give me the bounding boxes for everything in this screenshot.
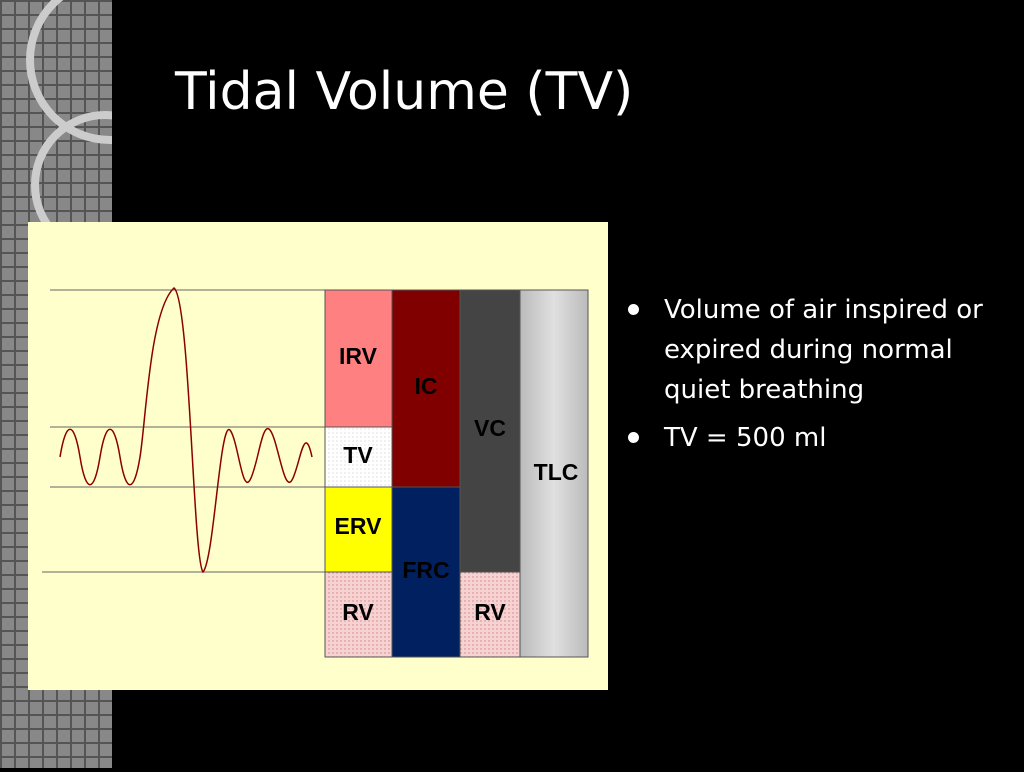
bullet: TV = 500 ml (628, 418, 998, 458)
box-label: IRV (339, 343, 378, 369)
bullet: Volume of air inspired or expired during… (628, 290, 998, 410)
lung-volume-diagram: IRV TV ERV RV IC FRC VC RV TLC (28, 222, 608, 690)
level-lines (42, 289, 325, 573)
rv-box (324, 571, 393, 658)
box-label: IC (415, 373, 438, 399)
erv-box (324, 486, 393, 573)
slide-title: Tidal Volume (TV) (175, 62, 634, 122)
box-label: RV (474, 599, 506, 625)
breathing-trace (59, 287, 313, 574)
box-label: FRC (402, 557, 449, 583)
box-label: VC (474, 415, 506, 441)
ic-box (391, 289, 461, 488)
box-label: RV (342, 599, 374, 625)
vc-box (459, 289, 521, 573)
box-label: ERV (335, 513, 383, 539)
box-label: TLC (534, 459, 579, 485)
bullet-list: Volume of air inspired or expired during… (628, 290, 998, 466)
box-label: TV (343, 442, 373, 468)
tv-box (324, 426, 393, 488)
tlc-box (519, 289, 589, 658)
rv-box (459, 571, 521, 658)
frc-box (391, 486, 461, 658)
